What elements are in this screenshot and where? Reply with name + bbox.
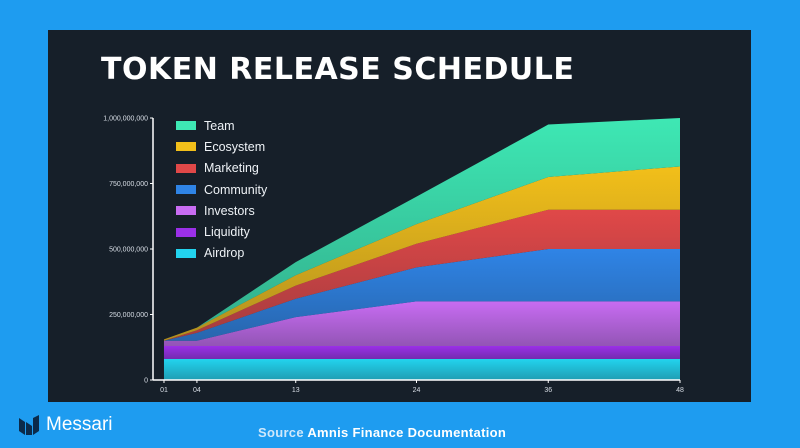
legend-label: Marketing — [204, 161, 259, 176]
y-tick-label: 0 — [144, 378, 148, 385]
source-text: Amnis Finance Documentation — [307, 425, 507, 440]
legend-item-airdrop: Airdrop — [176, 243, 267, 264]
legend-label: Ecosystem — [204, 139, 266, 154]
chart-title: TOKEN RELEASE SCHEDULE — [101, 52, 575, 87]
legend-label: Investors — [204, 203, 255, 218]
messari-logo-icon — [19, 415, 39, 435]
legend-swatch — [176, 121, 196, 131]
legend-item-community: Community — [176, 179, 267, 200]
brand-name: Messari — [46, 414, 113, 435]
legend-swatch — [176, 163, 196, 173]
y-tick-label: 500,000,000 — [109, 247, 148, 254]
source-prefix: Source — [258, 425, 304, 440]
legend-item-marketing: Marketing — [176, 158, 267, 179]
chart-legend: Team Ecosystem Marketing Community Investors… — [176, 115, 267, 264]
x-tick-label: 13 — [292, 387, 300, 394]
source-line: Source Amnis Finance Documentation — [258, 425, 506, 440]
legend-swatch — [176, 206, 196, 216]
legend-item-investors: Investors — [176, 200, 267, 221]
legend-label: Team — [204, 118, 235, 133]
legend-swatch — [176, 248, 196, 258]
legend-label: Airdrop — [204, 246, 245, 261]
y-tick-label: 1,000,000,000 — [103, 116, 148, 123]
area-ecosystem — [163, 166, 681, 341]
x-tick-label: 01 — [160, 387, 168, 394]
y-tick-label: 750,000,000 — [109, 181, 148, 188]
legend-swatch — [176, 185, 196, 195]
legend-item-team: Team — [176, 115, 267, 136]
y-tick-label: 250,000,000 — [109, 312, 148, 319]
x-tick-label: 48 — [676, 387, 684, 394]
x-tick-label: 24 — [413, 387, 421, 394]
messari-logo: Messari — [18, 414, 113, 436]
legend-label: Liquidity — [204, 225, 250, 240]
legend-item-liquidity: Liquidity — [176, 221, 267, 242]
legend-swatch — [176, 227, 196, 237]
area-airdrop — [163, 359, 681, 380]
area-marketing — [163, 209, 681, 341]
area-team — [163, 118, 681, 340]
legend-label: Community — [204, 182, 268, 197]
x-tick-label: 04 — [193, 387, 201, 394]
area-community — [163, 249, 681, 341]
area-investors — [163, 301, 681, 346]
area-liquidity — [163, 345, 681, 360]
legend-item-ecosystem: Ecosystem — [176, 136, 267, 157]
x-tick-label: 36 — [544, 387, 552, 394]
legend-swatch — [176, 142, 196, 152]
